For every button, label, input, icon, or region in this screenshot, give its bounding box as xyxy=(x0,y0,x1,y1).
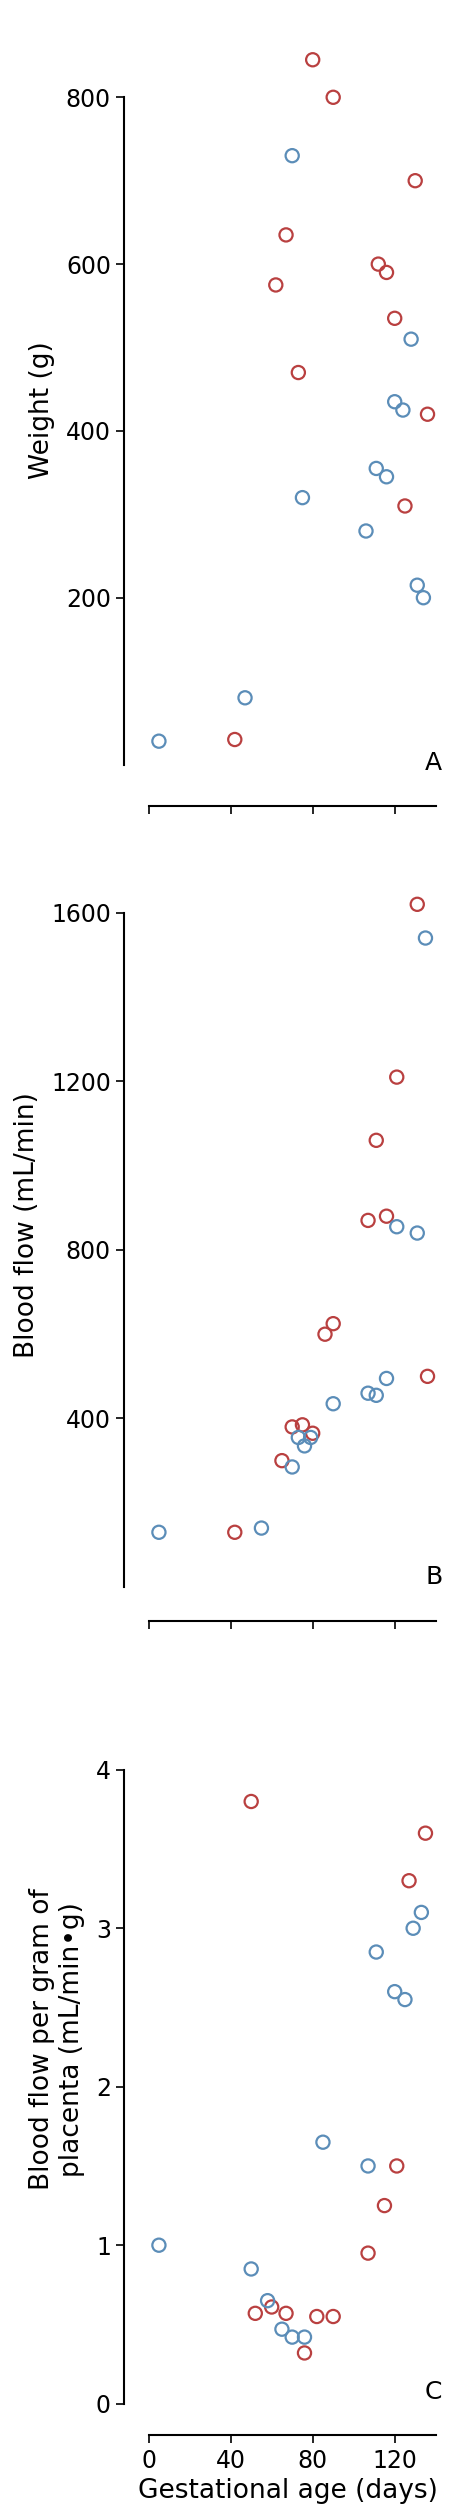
Point xyxy=(301,2332,308,2372)
Point xyxy=(407,320,415,360)
Text: C: C xyxy=(425,2380,442,2405)
Point xyxy=(252,2294,259,2334)
Point xyxy=(268,2286,275,2327)
Point xyxy=(288,1408,296,1448)
Point xyxy=(329,1304,337,1345)
Y-axis label: Weight (g): Weight (g) xyxy=(28,340,55,478)
Point xyxy=(372,1375,380,1415)
Point xyxy=(399,390,407,431)
Point xyxy=(309,1413,316,1453)
Point xyxy=(282,2294,290,2334)
Point xyxy=(422,919,429,959)
Point xyxy=(155,720,163,760)
Point xyxy=(364,1201,372,1241)
Point xyxy=(418,1891,425,1931)
Point xyxy=(420,577,427,617)
Point xyxy=(155,1513,163,1554)
Point xyxy=(295,1418,302,1458)
Point xyxy=(391,297,398,337)
Point xyxy=(241,677,249,718)
Point xyxy=(364,1372,372,1413)
Point xyxy=(288,136,296,176)
Point xyxy=(299,478,306,519)
Point xyxy=(383,1196,390,1236)
Point xyxy=(405,1861,413,1901)
Point xyxy=(319,2123,327,2163)
Point xyxy=(329,1382,337,1423)
Point xyxy=(362,511,370,551)
Point xyxy=(307,1418,315,1458)
Point xyxy=(309,40,316,81)
Point xyxy=(411,161,419,201)
Point xyxy=(288,2317,296,2357)
Point xyxy=(372,1931,380,1972)
Point xyxy=(383,252,390,292)
Point xyxy=(422,1813,429,1853)
Point xyxy=(413,1214,421,1254)
Point xyxy=(413,884,421,924)
Point xyxy=(393,2145,400,2186)
Point xyxy=(278,1440,286,1481)
Point xyxy=(401,486,409,526)
Point xyxy=(372,448,380,488)
Point xyxy=(299,1405,306,1445)
Point xyxy=(313,2296,321,2337)
Point xyxy=(383,1357,390,1397)
Point xyxy=(383,456,390,496)
Point xyxy=(321,1314,329,1355)
Point xyxy=(301,1425,308,1465)
Point xyxy=(401,1979,409,2019)
Point xyxy=(329,2296,337,2337)
Point xyxy=(391,383,398,423)
X-axis label: Gestational age (days): Gestational age (days) xyxy=(138,2478,438,2503)
Point xyxy=(393,1206,400,1246)
Point xyxy=(247,1780,255,1821)
Point xyxy=(413,564,421,604)
Y-axis label: Blood flow (mL/min): Blood flow (mL/min) xyxy=(14,1093,40,1357)
Point xyxy=(258,1508,265,1549)
Point xyxy=(231,720,239,760)
Text: B: B xyxy=(425,1566,442,1589)
Text: A: A xyxy=(425,750,442,776)
Point xyxy=(364,2233,372,2274)
Point xyxy=(424,1357,431,1397)
Point xyxy=(231,1513,239,1554)
Point xyxy=(375,244,382,285)
Point xyxy=(393,1058,400,1098)
Point xyxy=(288,1448,296,1488)
Point xyxy=(272,264,280,305)
Point xyxy=(295,353,302,393)
Point xyxy=(278,2309,286,2349)
Point xyxy=(264,2281,271,2322)
Point xyxy=(155,2226,163,2266)
Point xyxy=(391,1972,398,2012)
Point xyxy=(282,214,290,254)
Point xyxy=(247,2249,255,2289)
Point xyxy=(372,1121,380,1161)
Point xyxy=(364,2145,372,2186)
Point xyxy=(381,2186,388,2226)
Point xyxy=(329,78,337,118)
Point xyxy=(410,1909,417,1949)
Point xyxy=(424,395,431,436)
Point xyxy=(301,2317,308,2357)
Y-axis label: Blood flow per gram of
placenta (mL/min•g): Blood flow per gram of placenta (mL/min•… xyxy=(29,1888,85,2191)
